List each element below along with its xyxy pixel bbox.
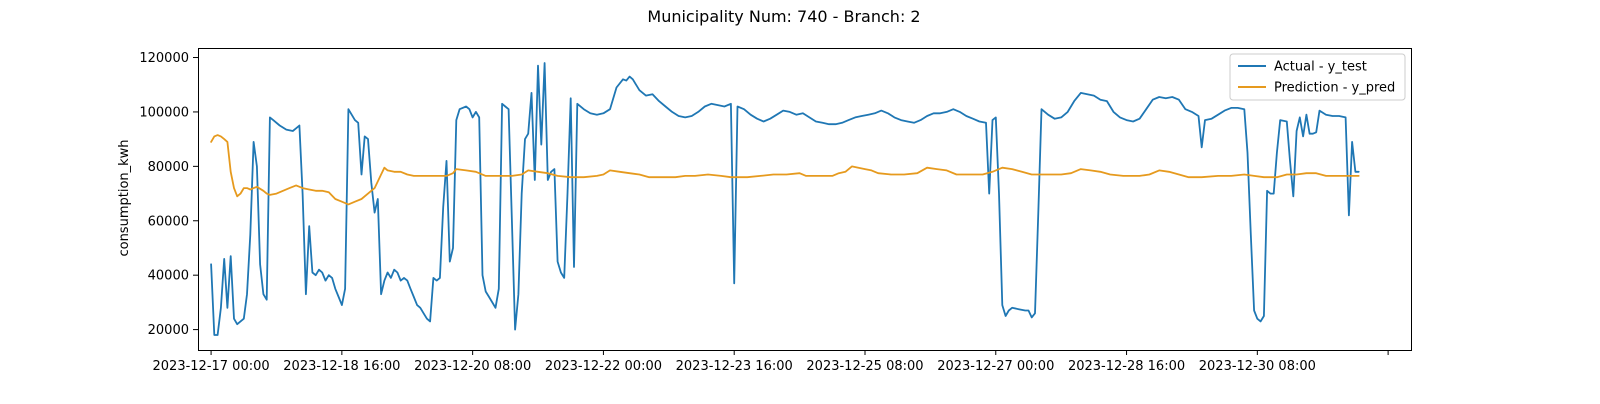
x-tick-label: 2023-12-25 08:00 (806, 359, 923, 374)
prediction-series-line (210, 134, 1360, 206)
y-tick-label: 80000 (148, 160, 189, 175)
x-tick-label: 2023-12-28 16:00 (1068, 359, 1185, 374)
x-tick-label: 2023-12-22 00:00 (545, 359, 662, 374)
y-tick-label: 60000 (148, 214, 189, 229)
y-tick-label: 120000 (139, 51, 189, 66)
legend-label-actual: Actual - y_test (1274, 60, 1367, 75)
y-axis: 20000 40000 60000 80000 100000 120000 (139, 51, 198, 338)
x-tick-label: 2023-12-20 08:00 (414, 359, 531, 374)
plot-frame (198, 48, 1412, 351)
x-axis: 2023-12-17 00:00 2023-12-18 16:00 2023-12-… (153, 350, 1389, 374)
y-axis-label: consumption_kwh (117, 139, 132, 256)
y-tick-label: 100000 (139, 105, 189, 120)
legend-label-prediction: Prediction - y_pred (1274, 81, 1395, 96)
x-tick-label: 2023-12-23 16:00 (676, 359, 793, 374)
actual-series-line (210, 62, 1360, 336)
x-tick-label: 2023-12-17 00:00 (153, 359, 270, 374)
x-tick-label: 2023-12-27 00:00 (937, 359, 1054, 374)
legend: Actual - y_test Prediction - y_pred (1229, 53, 1406, 101)
x-tick-label: 2023-12-18 16:00 (283, 359, 400, 374)
chart-title: Municipality Num: 740 - Branch: 2 (647, 7, 920, 26)
x-tick-label: 2023-12-30 08:00 (1199, 359, 1316, 374)
y-tick-label: 40000 (148, 269, 189, 284)
y-tick-label: 20000 (148, 323, 189, 338)
legend-box (1229, 53, 1406, 101)
series-layer (210, 62, 1360, 336)
